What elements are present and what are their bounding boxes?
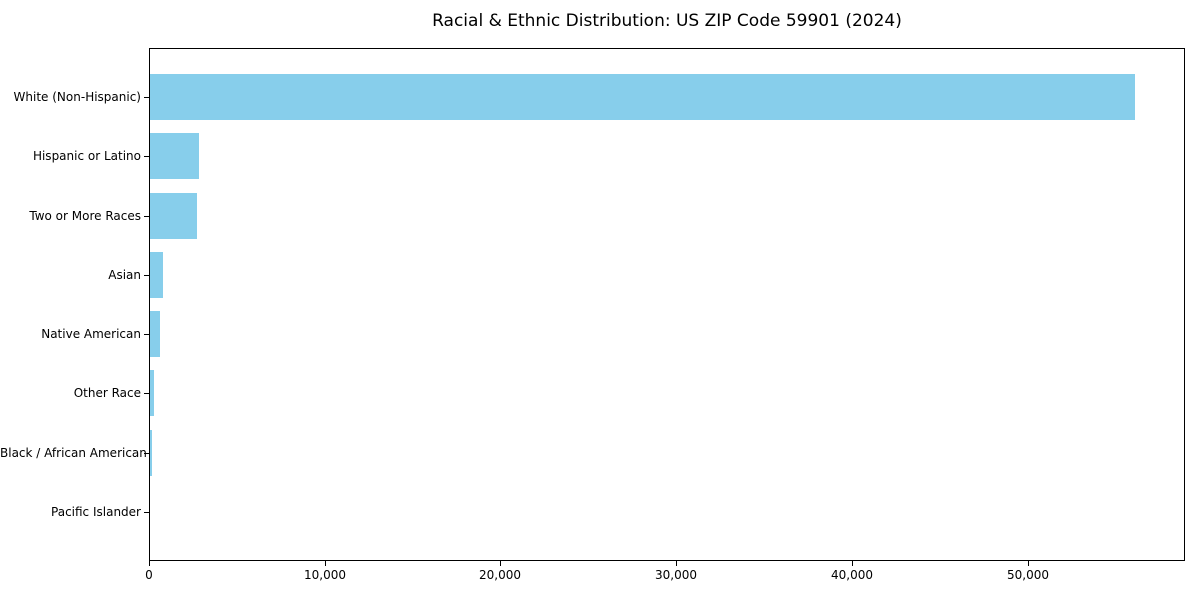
y-axis-label: Asian: [108, 267, 141, 282]
x-tick: [852, 561, 853, 566]
x-tick: [149, 561, 150, 566]
bar: [150, 251, 163, 298]
y-tick: [144, 452, 149, 454]
bar: [150, 74, 1135, 120]
x-tick-label: 50,000: [1007, 568, 1049, 582]
y-axis-label: Native American: [41, 327, 141, 342]
y-tick: [144, 274, 149, 276]
x-tick-label: 0: [145, 568, 153, 582]
x-tick-label: 20,000: [479, 568, 521, 582]
x-tick: [1028, 561, 1029, 566]
x-tick: [500, 561, 501, 566]
x-tick: [325, 561, 326, 566]
bar: [150, 192, 197, 239]
y-tick: [144, 156, 149, 158]
x-tick-label: 40,000: [831, 568, 873, 582]
x-tick-label: 30,000: [655, 568, 697, 582]
y-axis-label: Two or More Races: [29, 208, 141, 223]
x-tick: [676, 561, 677, 566]
chart-title: Racial & Ethnic Distribution: US ZIP Cod…: [432, 11, 902, 31]
bar: [150, 133, 199, 180]
x-tick-label: 10,000: [304, 568, 346, 582]
bar: [150, 311, 160, 358]
bar: [150, 429, 152, 476]
y-tick: [144, 334, 149, 336]
y-tick: [144, 97, 149, 98]
y-axis-label: Hispanic or Latino: [32, 149, 141, 164]
y-tick: [144, 393, 149, 395]
y-tick: [144, 512, 149, 513]
plot-area: [149, 48, 1185, 561]
y-axis-label: Other Race: [73, 386, 141, 401]
y-tick: [144, 215, 149, 217]
y-axis-label: Black / African American: [0, 445, 147, 460]
y-axis-label: White (Non-Hispanic): [13, 90, 141, 104]
bar: [150, 370, 154, 417]
y-axis-label: Pacific Islander: [51, 505, 141, 519]
